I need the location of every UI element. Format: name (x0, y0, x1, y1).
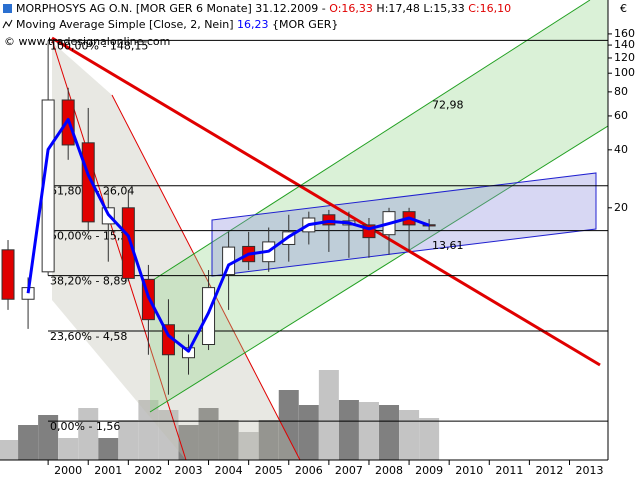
y-tick-label: 40 (614, 143, 628, 156)
down-channel-fill (52, 42, 300, 460)
currency-label: € (620, 2, 627, 15)
volume-bar (399, 410, 420, 460)
up-channel-line (149, 125, 609, 413)
y-tick-label: 20 (614, 201, 628, 214)
y-tick-label: 100 (614, 66, 635, 79)
chart-title: MORPHOSYS AG O.N. [MOR GER 6 Monate] 31.… (16, 2, 511, 15)
volume-bar (278, 390, 299, 460)
x-tick-label: 2002 (134, 464, 162, 477)
fib-label: 23,60% - 4,58 (50, 330, 127, 343)
x-tick-label: 2000 (54, 464, 82, 477)
volume-bar (38, 415, 59, 460)
moving-average (26, 118, 430, 353)
legend-part: Moving Average Simple [Close, 2, Nein] (16, 18, 237, 31)
x-tick-label: 2001 (94, 464, 122, 477)
y-tick-label: 120 (614, 51, 635, 64)
drawing-tools (51, 0, 609, 461)
x-tick-label: 2011 (495, 464, 523, 477)
trend-line (51, 36, 601, 367)
volume-bar (118, 420, 139, 460)
x-tick-label: 2010 (455, 464, 483, 477)
volume-bar (138, 400, 159, 460)
volume-bar (419, 418, 440, 460)
volume-bar (338, 400, 359, 460)
volume-layer (0, 370, 440, 460)
x-tick-label: 2008 (375, 464, 403, 477)
volume-bar (158, 410, 179, 460)
candle-body (202, 287, 216, 346)
up-channel-fill (150, 0, 608, 412)
volume-bar (218, 420, 239, 460)
annotation: 72,98 (432, 99, 464, 112)
fib-label: 50,00% - 15,22 (50, 230, 134, 243)
volume-bar (0, 440, 19, 460)
y-tick-label: 160 (614, 27, 635, 40)
candle-body (322, 214, 336, 226)
volume-bar (298, 405, 319, 460)
volume-bar (318, 370, 339, 460)
x-tick-label: 2003 (174, 464, 202, 477)
candle-body (1, 249, 15, 300)
volume-bar (358, 402, 379, 460)
volume-bar (58, 438, 79, 460)
copyright: © www.tradesignalonline.com (4, 35, 170, 48)
volume-bar (78, 408, 99, 460)
volume-bar (258, 420, 279, 460)
x-tick-label: 2013 (576, 464, 604, 477)
y-tick-label: 80 (614, 85, 628, 98)
volume-bar (98, 438, 119, 460)
legend-part: MORPHOSYS AG O.N. [MOR GER 6 Monate] 31.… (16, 2, 329, 15)
instrument-icon (3, 4, 12, 13)
x-tick-label: 2009 (415, 464, 443, 477)
up-channel-line (149, 0, 591, 283)
volume-bar (18, 425, 39, 460)
legend-part: {MOR GER} (269, 18, 339, 31)
legend-part: O:16,33 (329, 2, 373, 15)
volume-bar (379, 405, 400, 460)
x-tick-label: 2005 (255, 464, 283, 477)
fib-label: 0,00% - 1,56 (50, 420, 120, 433)
fib-label: 100,00% - 148,15 (50, 39, 148, 52)
price-layer (1, 40, 436, 395)
fib-label: 38,20% - 8,89 (50, 275, 127, 288)
indicator-icon (2, 19, 13, 29)
legend-part: H:17,48 L:15,33 (373, 2, 468, 15)
candle-body (181, 347, 195, 359)
y-tick-label: 140 (614, 38, 635, 51)
candle-body (222, 246, 236, 276)
down-channel-line (111, 94, 301, 461)
x-tick-label: 2004 (215, 464, 243, 477)
annotation: 13,61 (432, 239, 464, 252)
candle-body (121, 207, 135, 279)
x-tick-label: 2007 (335, 464, 363, 477)
volume-bar (238, 432, 259, 460)
y-tick-label: 60 (614, 109, 628, 122)
legend-part: 16,23 (237, 18, 269, 31)
legend-part: C:16,10 (468, 2, 511, 15)
indicator-legend: Moving Average Simple [Close, 2, Nein] 1… (16, 18, 338, 31)
x-tick-label: 2006 (295, 464, 323, 477)
x-tick-label: 2012 (535, 464, 563, 477)
